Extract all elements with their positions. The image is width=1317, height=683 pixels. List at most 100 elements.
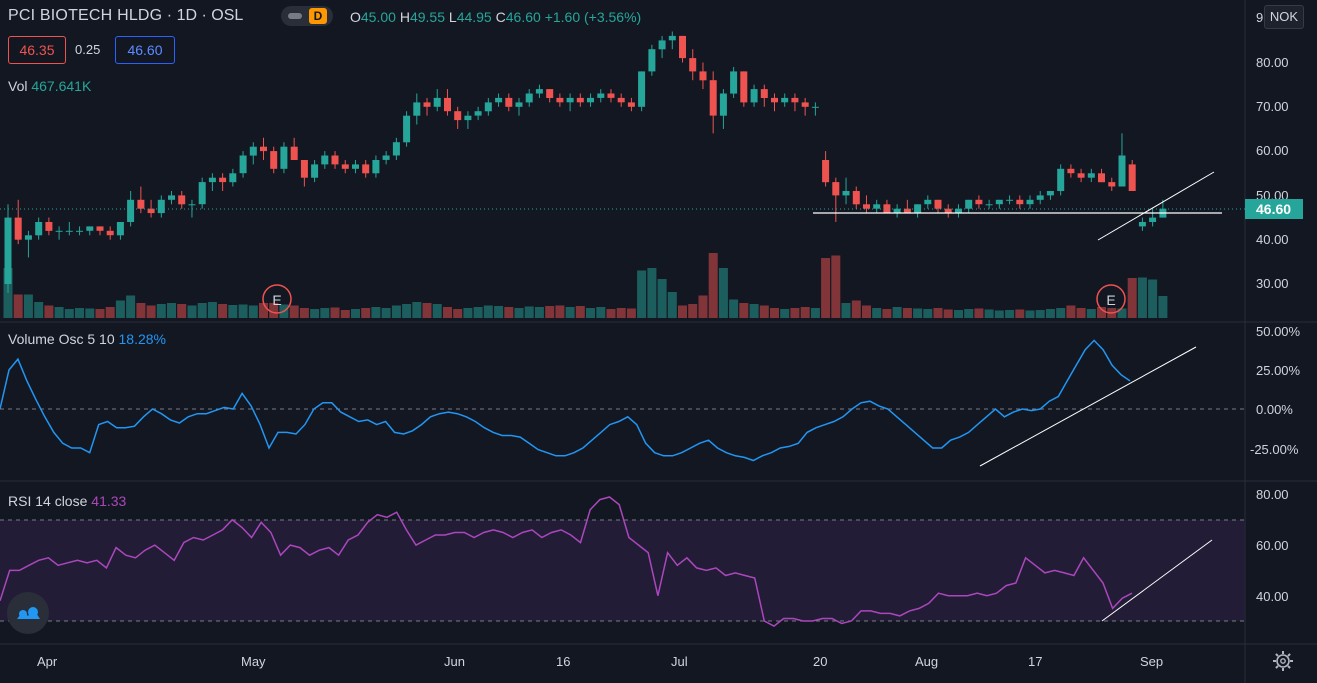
volume-bar [718, 268, 728, 318]
tradingview-logo[interactable] [7, 592, 49, 634]
time-tick-jul: Jul [671, 654, 688, 669]
ohlc-change: +1.60 (+3.56%) [544, 9, 642, 25]
volume-bar [453, 309, 463, 318]
candle [873, 199, 881, 214]
data-status-pill[interactable]: D [281, 6, 333, 26]
earnings-marker-may[interactable]: E [262, 284, 292, 314]
candle [65, 221, 73, 236]
volume-bar [933, 308, 943, 318]
time-axis[interactable]: Apr May Jun 16 Jul 20 Aug 17 Sep [37, 654, 1163, 669]
volume-bar [13, 294, 23, 318]
exchange: OSL [211, 7, 244, 24]
volume-bar [248, 305, 258, 318]
volume-bar [422, 303, 432, 318]
candle [433, 89, 441, 112]
volume-bar [105, 307, 115, 318]
candle [730, 66, 738, 98]
candle [1046, 190, 1054, 200]
candle [157, 195, 165, 218]
volume-bar [402, 304, 412, 318]
volume-bar [483, 305, 493, 318]
vo-axis[interactable]: 50.00% 25.00% 0.00% -25.00% [1250, 324, 1301, 457]
ohlc-legend: O45.00 H49.55 L44.95 C46.60 +1.60 (+3.56… [350, 9, 641, 25]
gear-icon[interactable] [1272, 650, 1294, 672]
candle [617, 93, 625, 107]
volume-bar [3, 268, 13, 318]
symbol-name[interactable]: PCI BIOTECH HLDG [8, 7, 163, 24]
ohlc-l-label: L [448, 9, 457, 25]
volume-bar [289, 305, 299, 318]
volume-bar [1117, 308, 1127, 318]
candle [903, 199, 911, 214]
sell-price-button[interactable]: 46.35 [8, 36, 66, 64]
volume-bar [1076, 308, 1086, 318]
candle [239, 151, 247, 178]
volume-bar [739, 303, 749, 318]
earnings-marker-aug-label: E [1106, 292, 1115, 308]
rsi-params: 14 close [35, 493, 88, 509]
candle [280, 142, 288, 174]
volume-bar [667, 292, 677, 318]
volume-bar [228, 305, 238, 318]
volume-bar [1056, 308, 1066, 318]
vo-params: 5 10 [87, 331, 115, 347]
volume-bar [790, 308, 800, 318]
rsi-uptrend-line[interactable] [1101, 539, 1213, 622]
volume-bar [177, 304, 187, 318]
volume-bar [44, 305, 54, 318]
candle [934, 199, 942, 214]
volume-bar [923, 309, 933, 318]
candle [249, 142, 257, 165]
volume-bar [1086, 309, 1096, 318]
rsi-legend[interactable]: RSI 14 close 41.33 [8, 493, 126, 509]
volume-bar [504, 307, 514, 318]
eye-icon[interactable] [288, 13, 302, 19]
candle [474, 106, 482, 121]
symbol-title[interactable]: PCI BIOTECH HLDG · 1D · OSL [8, 7, 243, 25]
delayed-data-badge[interactable]: D [309, 8, 327, 24]
candle [392, 137, 400, 160]
volume-bar [851, 300, 861, 318]
volume-bar [770, 308, 779, 318]
candle [106, 226, 114, 240]
volume-bar [698, 295, 708, 318]
candle [556, 93, 564, 107]
currency-button[interactable]: NOK [1264, 5, 1304, 29]
buy-price-button[interactable]: 46.60 [115, 36, 175, 64]
earnings-marker-aug[interactable]: E [1096, 284, 1126, 314]
volume-legend[interactable]: Vol 467.641K [8, 78, 91, 94]
volume-bar [831, 255, 841, 318]
candle [995, 199, 1003, 209]
ohlc-c-label: C [495, 9, 506, 25]
volume-bar [207, 302, 217, 318]
vo-legend[interactable]: Volume Osc 5 10 18.28% [8, 331, 166, 347]
candle [300, 159, 308, 187]
volume-bar [688, 304, 698, 318]
candles [4, 31, 1167, 293]
candle [96, 226, 104, 236]
ohlc-o-label: O [350, 9, 361, 25]
rsi-tick-60: 60.00 [1256, 538, 1289, 553]
candle [1036, 190, 1044, 205]
vo-tick-minus-25: -25.00% [1250, 442, 1299, 457]
volume-bar [1015, 309, 1025, 318]
volume-bar [126, 295, 136, 318]
volume-bar [821, 258, 831, 318]
volume-bar [994, 310, 1004, 318]
volume-bar [371, 307, 381, 318]
price-uptrend-line[interactable] [1097, 171, 1215, 241]
volume-bar [136, 303, 146, 318]
rsi-axis[interactable]: 80.00 60.00 40.00 [1256, 487, 1289, 604]
candle [423, 97, 431, 116]
volume-bar [85, 308, 95, 318]
volume-bar [657, 279, 667, 318]
volume-bar [259, 303, 268, 318]
vo-uptrend-line[interactable] [979, 346, 1197, 467]
price-tick-70: 70.00 [1256, 99, 1289, 114]
candle [1138, 217, 1146, 231]
interval[interactable]: 1D [176, 7, 198, 24]
volume-bar [892, 307, 902, 318]
volume-osc-line [0, 339, 1131, 462]
candle [709, 71, 717, 134]
